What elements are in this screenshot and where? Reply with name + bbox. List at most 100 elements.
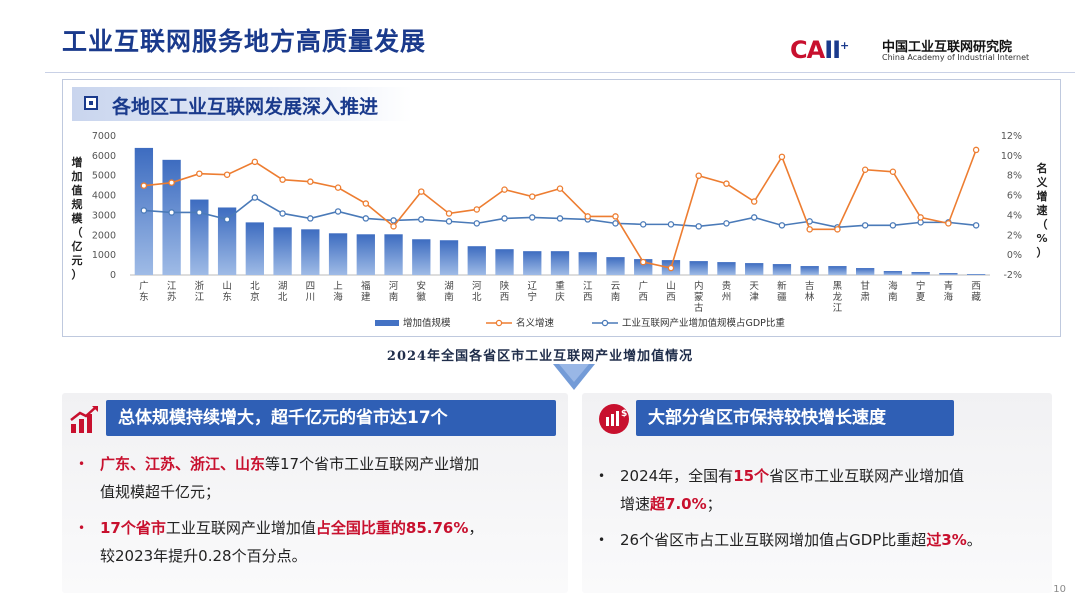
x-tick-label: 西	[583, 292, 593, 303]
bar	[273, 227, 292, 275]
growth-rate-point	[889, 168, 897, 175]
x-tick-label: 甘	[860, 280, 870, 292]
logo-mark: CAII+	[790, 36, 849, 64]
bullet-dot: •	[598, 533, 606, 547]
x-tick-label: 吉	[805, 281, 815, 292]
x-tick-label: 林	[805, 291, 815, 303]
x-tick-label: 藏	[971, 291, 981, 303]
x-tick-label: 东	[222, 291, 232, 303]
growth-rate-point	[972, 146, 980, 154]
bar	[745, 263, 764, 275]
y2-axis-title: 名	[1037, 161, 1048, 175]
gdp-share-point	[501, 215, 508, 222]
bar	[467, 246, 486, 275]
gdp-share-point	[445, 218, 453, 225]
bar	[939, 273, 958, 275]
x-tick-label: 贵	[722, 280, 732, 292]
x-tick-label: 蒙	[694, 291, 704, 303]
gdp-share-point	[223, 216, 231, 223]
x-tick-label: 四	[306, 281, 316, 292]
right-bullet-1: • 2024年，全国有15个省区市工业互联网产业增加值 增速超7.0%；	[598, 462, 1050, 518]
bullet-text: 较2023年提升0.28个百分点。	[100, 547, 307, 565]
bullet-text: ，	[468, 519, 484, 537]
x-tick-label: 江	[583, 281, 593, 292]
gdp-share-point	[750, 214, 758, 221]
y-axis-title: 增	[72, 155, 83, 169]
x-tick-label: 天	[749, 281, 759, 292]
gdp-share-point	[972, 222, 980, 229]
highlight-text: 占全国比重的85.76%	[315, 519, 469, 537]
growth-rate-point	[750, 198, 758, 205]
highlight-text: 超7.0%	[650, 495, 707, 513]
x-tick-label: 津	[749, 292, 759, 303]
y-axis-title: 加	[71, 169, 83, 183]
bar	[606, 257, 625, 275]
y2-tick-label: 8%	[1007, 171, 1022, 182]
gdp-share-point	[418, 216, 425, 223]
bar	[190, 199, 209, 275]
gdp-share-point	[334, 208, 342, 215]
bar	[966, 274, 986, 275]
legend-label: 工业互联网产业增加值规模占GDP比重	[622, 317, 785, 329]
gdp-share-point	[279, 210, 286, 217]
bullet-dot: •	[78, 457, 86, 471]
bullet-text: 等17个省市工业互联网产业增加	[265, 455, 480, 473]
x-tick-label: 青	[944, 280, 954, 292]
bar	[384, 234, 403, 275]
bar	[328, 233, 348, 275]
bullet-text: 26个省区市占工业互联网增加值占GDP比重超	[620, 531, 927, 549]
x-tick-label: 广	[139, 280, 149, 292]
bar	[301, 229, 320, 275]
gdp-share-point	[140, 207, 148, 214]
gdp-share-point	[168, 209, 175, 216]
x-tick-label: 北	[250, 281, 260, 292]
growth-rate-point	[362, 200, 370, 207]
growth-rate-point	[778, 153, 786, 161]
bullet-text: 增速	[620, 495, 651, 513]
growth-rate-point	[168, 179, 175, 186]
y2-tick-label: 4%	[1007, 210, 1022, 221]
growth-rate-point	[529, 193, 536, 200]
x-tick-label: 重	[555, 280, 565, 292]
y-tick-label: 2000	[92, 230, 116, 241]
x-tick-label: 福	[361, 280, 371, 292]
growth-rate-point	[945, 220, 952, 227]
gdp-share-point	[778, 222, 786, 229]
growth-rate-point	[639, 258, 647, 266]
right-bullet-2: • 26个省区市占工业互联网增加值占GDP比重超过3%。	[598, 526, 1060, 554]
growth-rate-point	[334, 184, 342, 191]
province-chart: 0 1000 2000 3000 4000 5000 6000 7000 -2% 0% 2% 4% 6%…	[71, 131, 1049, 329]
x-tick-label: 肃	[860, 291, 870, 303]
svg-text:$: $	[621, 409, 627, 419]
x-tick-label: 安	[417, 280, 427, 292]
y-axis-title: ）	[72, 268, 83, 281]
growth-rate-point	[861, 166, 869, 174]
bar	[439, 240, 459, 275]
x-tick-label: 陕	[500, 280, 510, 292]
x-tick-label: 东	[139, 291, 149, 303]
growth-rate-point	[390, 223, 397, 230]
gdp-share-point	[667, 221, 675, 228]
y-tick-label: 4000	[92, 191, 116, 202]
gdp-share-point	[723, 220, 730, 227]
logo-chinese-name: 中国工业互联网研究院	[882, 40, 1013, 55]
growth-rate-point	[556, 185, 564, 192]
left-bullet-1: • 广东、江苏、浙江、山东等17个省市工业互联网产业增加 值规模超千亿元；	[78, 450, 560, 506]
legend-marker-share	[601, 319, 609, 327]
gdp-share-point	[612, 220, 619, 227]
x-tick-label: 江	[833, 303, 843, 314]
gdp-share-point	[307, 215, 314, 222]
growth-rate-point	[917, 214, 924, 221]
x-tick-label: 湖	[444, 281, 454, 292]
growth-rate-point	[307, 178, 314, 185]
x-tick-label: 南	[444, 291, 454, 303]
bullet-text: 2024年，全国有	[620, 467, 734, 485]
x-tick-label: 北	[278, 292, 288, 303]
x-tick-label: 新	[777, 280, 787, 292]
y-axis-title: 元	[72, 254, 83, 267]
y-tick-label: 1000	[92, 250, 116, 261]
growth-rate-point	[695, 172, 702, 179]
x-tick-label: 海	[888, 280, 898, 292]
bullet-text: 。	[966, 531, 982, 549]
growth-rate-point	[418, 188, 425, 195]
